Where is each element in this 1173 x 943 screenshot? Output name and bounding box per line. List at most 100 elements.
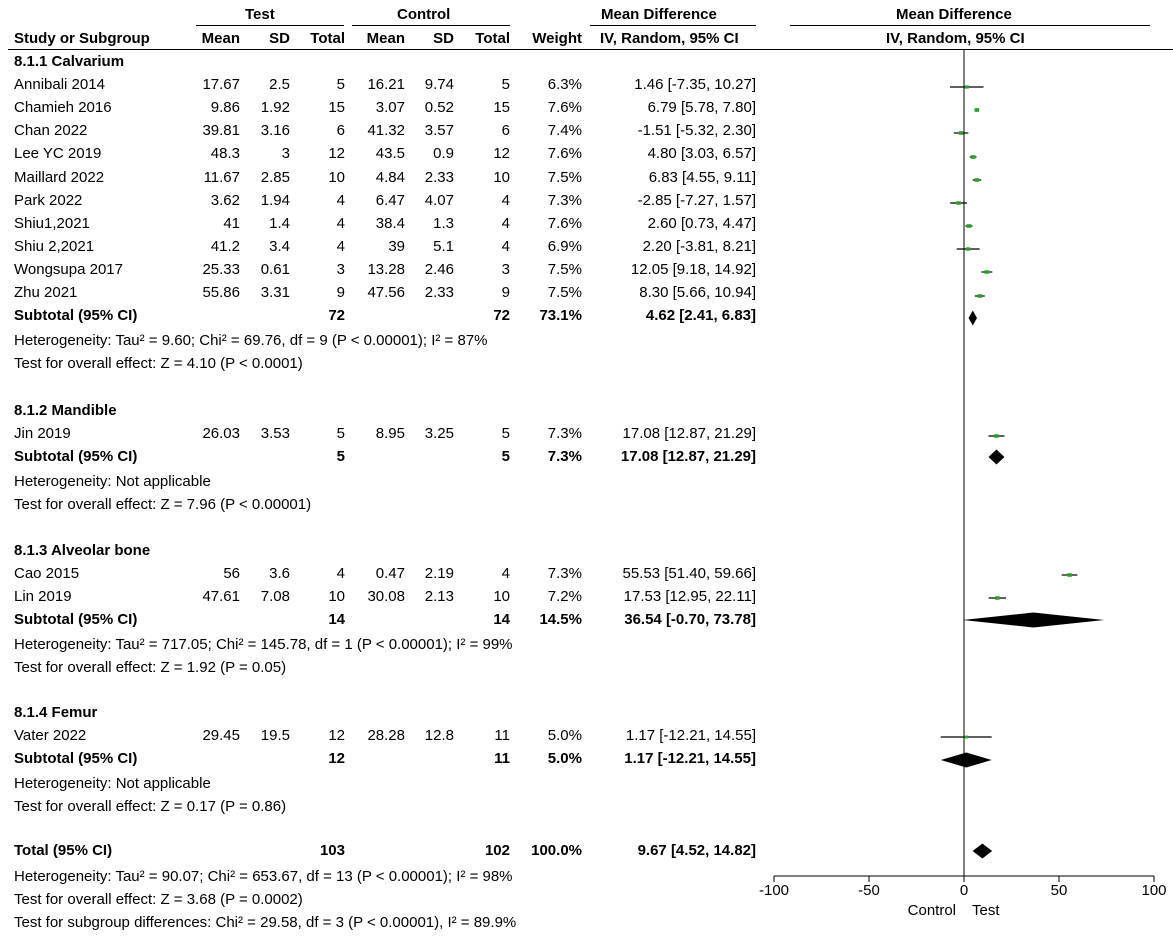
study-tm: 26.03 [202, 425, 240, 443]
study-tm: 9.86 [210, 99, 240, 117]
subtotal-ci: 4.62 [2.41, 6.83] [645, 307, 756, 325]
subtotal-label: Subtotal (95% CI) [14, 448, 138, 466]
study-tsd: 3.31 [260, 284, 290, 301]
study-tn: 12 [328, 145, 345, 163]
study-cn: 3 [501, 260, 510, 278]
study-ci: 17.08 [12.87, 21.29] [622, 425, 756, 443]
study-tn: 4 [336, 191, 345, 209]
study-w: 7.6% [547, 99, 582, 117]
study-tm: 48.3 [210, 145, 240, 163]
subgroup-title: 8.1.3 Alveolar bone [14, 542, 151, 559]
study-tn: 10 [328, 168, 345, 186]
study-tsd: 3 [281, 145, 290, 163]
subtotal-weight: 7.3% [547, 448, 582, 466]
subtotal-label: Subtotal (95% CI) [14, 750, 138, 768]
study-w: 7.5% [547, 284, 582, 301]
total-overall-effect: Test for overall effect: Z = 3.68 (P = 0… [14, 891, 303, 908]
study-w: 7.6% [547, 214, 582, 232]
study-cn: 6 [501, 122, 510, 140]
study-tm: 56 [223, 565, 240, 583]
study-name: Shiu1,2021 [14, 214, 90, 232]
study-w: 7.2% [547, 588, 582, 606]
total-label: Total (95% CI) [14, 842, 113, 859]
study-w: 5.0% [547, 727, 582, 745]
study-cm: 6.47 [375, 191, 405, 209]
overall-effect-text: Test for overall effect: Z = 7.96 (P < 0… [14, 496, 312, 514]
study-point [964, 735, 969, 739]
subtotal-control-total: 14 [493, 611, 510, 629]
study-tn: 12 [328, 727, 345, 745]
overall-effect-text: Test for overall effect: Z = 1.92 (P = 0… [14, 659, 287, 677]
study-csd: 2.19 [424, 565, 454, 583]
study-point [970, 155, 976, 159]
study-tm: 41 [223, 214, 240, 232]
summary-diamond [962, 612, 1105, 628]
study-cm: 47.56 [367, 284, 405, 301]
study-name: Maillard 2022 [14, 168, 105, 186]
study-tn: 4 [336, 214, 345, 232]
study-tm: 3.62 [210, 191, 240, 209]
header-rule-md-right [790, 25, 1150, 26]
study-ci: 6.79 [5.78, 7.80] [647, 99, 756, 117]
study-name: Chamieh 2016 [14, 99, 112, 117]
x-label-control: Control [908, 902, 956, 919]
study-tsd: 3.16 [260, 122, 290, 140]
heterogeneity-text: Heterogeneity: Tau² = 9.60; Chi² = 69.76… [14, 332, 488, 350]
summary-diamond [988, 449, 1005, 465]
col-control-total: Total [475, 30, 510, 47]
study-cm: 3.07 [375, 99, 405, 117]
study-point [977, 294, 983, 298]
study-cm: 13.28 [367, 260, 405, 278]
study-cn: 12 [493, 145, 510, 163]
overall-effect-text: Test for overall effect: Z = 4.10 (P < 0… [14, 355, 303, 373]
subtotal-ci: 17.08 [12.87, 21.29] [620, 448, 756, 466]
subtotal-control-total: 72 [493, 307, 510, 325]
study-cm: 8.95 [375, 425, 405, 443]
study-tsd: 3.53 [260, 425, 290, 443]
study-ci: 2.60 [0.73, 4.47] [647, 214, 756, 232]
subtotal-control-total: 5 [501, 448, 510, 466]
col-test-mean: Mean [201, 30, 240, 47]
study-tsd: 7.08 [260, 588, 290, 606]
heterogeneity-text: Heterogeneity: Not applicable [14, 775, 211, 793]
study-tn: 5 [336, 76, 345, 94]
total-heterogeneity: Heterogeneity: Tau² = 90.07; Chi² = 653.… [14, 868, 513, 885]
subgroup-title: 8.1.4 Femur [14, 704, 98, 721]
study-cm: 41.32 [367, 122, 405, 140]
study-tm: 29.45 [202, 727, 240, 745]
study-w: 7.4% [547, 122, 582, 140]
study-tm: 41.2 [210, 237, 240, 255]
study-cn: 4 [501, 191, 510, 209]
study-csd: 2.13 [424, 588, 454, 606]
study-cn: 5 [501, 425, 510, 443]
study-cm: 30.08 [367, 588, 405, 606]
study-point [966, 224, 972, 228]
mean-difference-header-left: Mean Difference [601, 6, 717, 23]
study-point [958, 131, 964, 135]
study-point [984, 270, 990, 274]
study-cn: 9 [501, 284, 510, 301]
study-cm: 0.47 [375, 565, 405, 583]
study-tsd: 3.4 [269, 237, 290, 255]
subtotal-weight: 5.0% [547, 750, 582, 768]
study-tm: 55.86 [202, 284, 240, 301]
subtotal-ci: 36.54 [-0.70, 73.78] [624, 611, 756, 629]
study-csd: 1.3 [433, 214, 454, 232]
study-csd: 2.46 [424, 260, 454, 278]
subtotal-weight: 14.5% [539, 611, 582, 629]
header-rule-test [196, 25, 344, 26]
total-test-total: 103 [319, 842, 345, 859]
study-ci: 1.46 [-7.35, 10.27] [634, 76, 756, 94]
x-tick-label: 0 [960, 882, 968, 899]
study-ci: -1.51 [-5.32, 2.30] [637, 122, 756, 140]
study-tn: 4 [336, 237, 345, 255]
col-method-left: IV, Random, 95% CI [600, 30, 739, 47]
x-tick-label: 100 [1141, 882, 1166, 899]
study-tn: 6 [336, 122, 345, 140]
study-cn: 4 [501, 214, 510, 232]
study-tm: 25.33 [202, 260, 240, 278]
study-name: Lin 2019 [14, 588, 72, 606]
study-name: Park 2022 [14, 191, 83, 209]
study-name: Vater 2022 [14, 727, 87, 745]
